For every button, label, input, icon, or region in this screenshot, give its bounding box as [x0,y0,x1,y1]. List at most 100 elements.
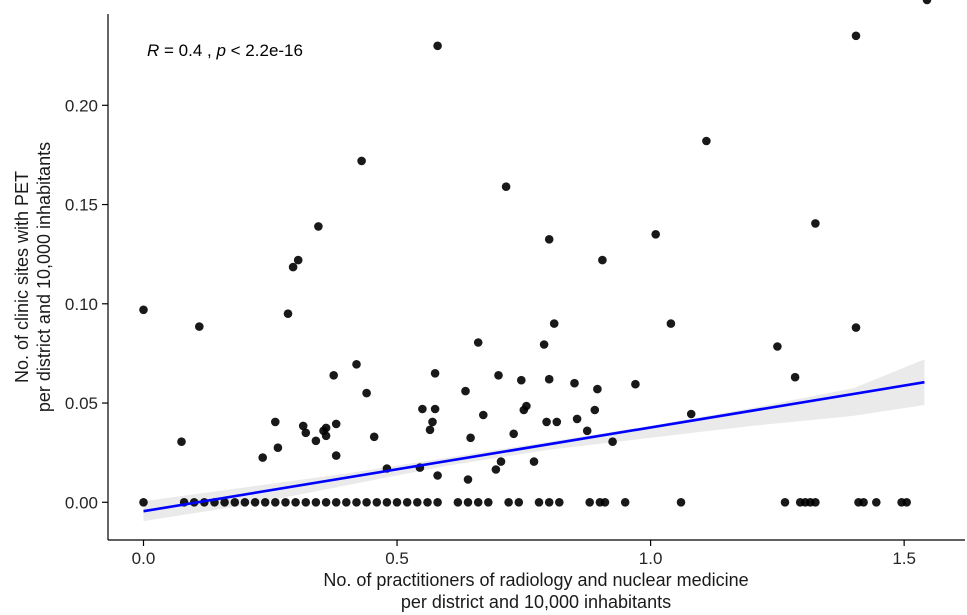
data-point [872,498,881,507]
data-point [321,498,331,507]
y-tick-label: 0.00 [65,493,98,512]
data-point [902,498,911,507]
data-point [620,498,630,507]
data-point [433,41,442,51]
data-point [851,31,861,41]
data-point [311,436,321,446]
x-tick-label: 0.0 [132,549,156,568]
data-point [321,423,331,433]
data-point [466,433,475,443]
data-point [331,419,341,429]
data-point [484,498,493,507]
data-point [271,417,280,427]
data-point [430,404,440,414]
data-point [811,219,820,228]
y-tick-label: 0.20 [65,96,98,115]
data-point [473,498,483,507]
data-point [463,475,473,484]
data-point [260,498,270,507]
p-symbol: p [215,41,225,60]
data-point [582,426,592,436]
y-tick-label: 0.15 [65,196,98,215]
data-point [504,498,513,507]
data-point [522,401,531,411]
data-point [291,498,300,507]
data-point [293,255,303,265]
fit-line-layer [143,380,925,513]
data-point [413,498,422,507]
data-point [509,429,518,439]
data-point [811,498,820,507]
data-point [590,405,600,415]
data-point [790,372,800,382]
data-point [301,498,311,507]
data-point [331,498,341,507]
y-axis-title-line-2: per district and 10,000 inhabitants [34,142,54,412]
data-point [240,498,250,507]
data-point [702,136,711,146]
data-point [382,498,392,507]
data-point [230,498,240,507]
y-tick-label: 0.05 [65,394,98,413]
data-point [529,457,539,466]
data-point [139,305,148,315]
data-point [491,465,501,474]
data-point [686,409,696,419]
data-point [423,498,432,507]
data-point [298,421,308,431]
data-point [433,498,442,507]
data-point [494,371,503,380]
data-point [271,498,280,507]
data-point [220,498,229,507]
data-point [549,319,559,328]
data-point [600,498,610,507]
data-point [428,417,437,427]
data-point [402,498,412,507]
data-point [473,338,483,347]
data-point [433,471,442,480]
x-axis-title-line-1: No. of practitioners of radiology and nu… [323,570,748,590]
data-point [501,182,511,191]
data-point [288,262,298,272]
data-point [608,437,617,447]
data-point [780,498,790,507]
x-tick-label: 1.5 [892,549,916,568]
data-point [392,498,402,507]
data-point [542,417,551,427]
data-point [177,437,186,447]
data-point [273,443,283,453]
x-tick-label: 1.0 [639,549,663,568]
data-point [139,498,148,507]
data-point [342,498,351,507]
data-point [859,498,868,507]
data-point [425,425,435,435]
confidence-band-layer [143,359,925,522]
data-point [479,410,488,420]
ticks-layer: 0.0 0.5 1.0 1.5 0.00 0.05 0.10 0.15 0.20 [65,96,916,568]
data-point [773,342,782,351]
x-tick-label: 0.5 [385,549,409,568]
r-symbol: R [147,41,159,60]
data-point [352,360,361,369]
data-point [555,498,564,507]
data-point [463,498,473,507]
data-point [676,498,686,507]
data-point [544,498,554,507]
confidence-band [143,359,925,522]
data-point [593,384,602,394]
data-point [461,386,470,396]
data-point [544,235,554,244]
data-point [352,498,361,507]
data-point [362,388,371,398]
data-point [651,230,660,239]
data-point [258,453,268,462]
y-tick-label: 0.10 [65,295,98,314]
points-layer [139,0,932,507]
data-point [250,498,260,507]
data-point [570,378,579,388]
data-point [552,417,562,427]
y-axis-title-line-1: No. of clinic sites with PET [12,171,32,383]
r-value: = 0.4 , [159,41,216,60]
data-point [517,375,526,385]
data-point [544,374,554,384]
